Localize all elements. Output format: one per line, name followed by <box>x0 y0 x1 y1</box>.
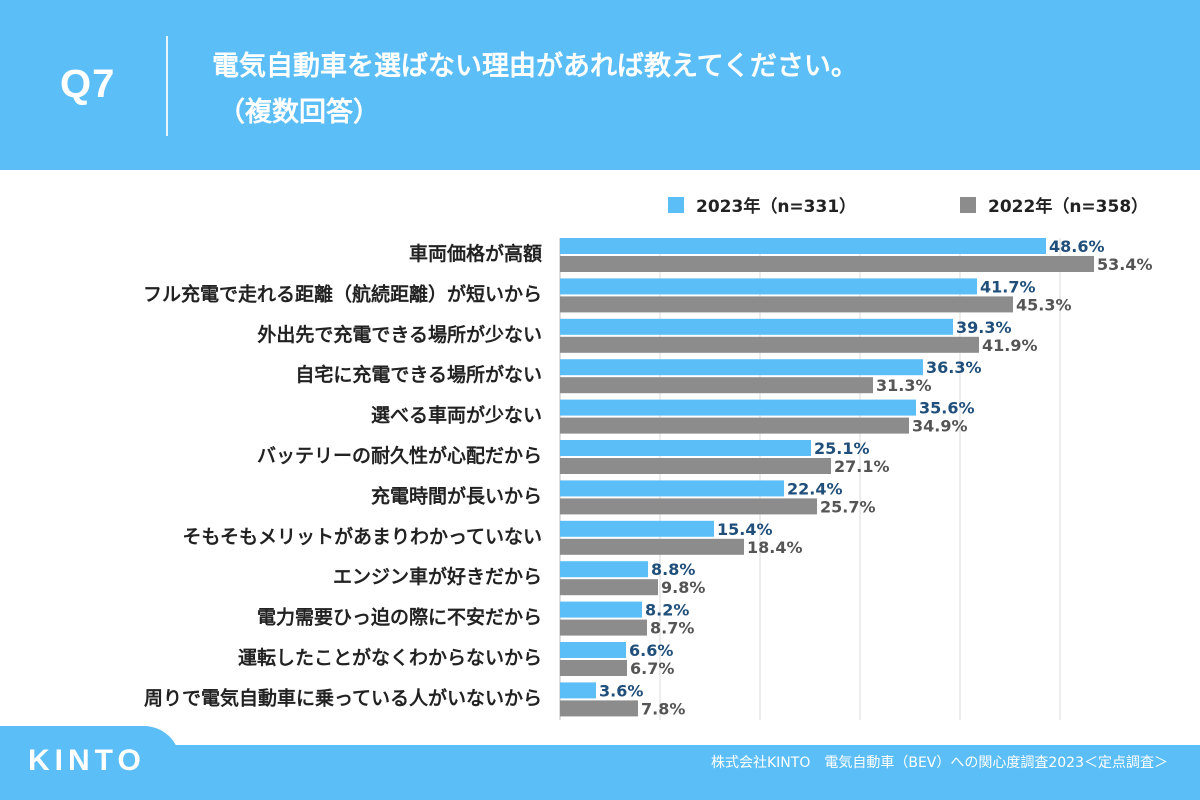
bar-2022 <box>560 538 744 555</box>
bar-2023 <box>560 480 784 497</box>
bar-2023 <box>560 601 642 618</box>
data-label-2023: 41.7% <box>980 277 1036 296</box>
data-label-2023: 35.6% <box>919 399 975 418</box>
legend-swatch-2022 <box>960 196 976 213</box>
footer-bar <box>0 745 1200 800</box>
category-label: 選べる車両が少ない <box>371 404 542 427</box>
data-label-2022: 45.3% <box>1016 295 1072 314</box>
bar-2023 <box>560 682 596 699</box>
bar-2023 <box>560 278 977 295</box>
legend-swatch-2023 <box>668 196 684 213</box>
category-label: 外出先で充電できる場所が少ない <box>257 323 542 346</box>
category-label: バッテリーの耐久性が心配だから <box>257 444 542 467</box>
data-label-2022: 53.4% <box>1097 255 1153 274</box>
bar-2022 <box>560 377 873 394</box>
data-label-2023: 22.4% <box>787 479 843 498</box>
bar-2022 <box>560 256 1094 272</box>
data-label-2022: 9.8% <box>661 578 705 597</box>
bar-2022 <box>560 417 909 434</box>
category-label: 電力需要ひっ迫の際に不安だから <box>257 606 542 629</box>
data-label-2023: 25.1% <box>814 439 870 458</box>
legend-item-2022: 2022年（n=358） <box>960 192 1148 217</box>
logo-tab <box>0 726 180 800</box>
bar-2023 <box>560 318 953 335</box>
category-label: エンジン車が好きだから <box>333 565 542 588</box>
data-label-2022: 31.3% <box>876 376 932 395</box>
data-label-2023: 3.6% <box>599 681 643 700</box>
data-label-2022: 7.8% <box>641 699 685 718</box>
category-label: 車両価格が高額 <box>409 242 542 265</box>
bar-2022 <box>560 579 658 596</box>
header-divider <box>166 36 168 136</box>
bar-2022 <box>560 296 1013 313</box>
legend-item-2023: 2023年（n=331） <box>668 192 856 217</box>
data-label-2023: 8.8% <box>651 560 695 579</box>
data-label-2023: 48.6% <box>1049 237 1105 256</box>
category-label: 自宅に充電できる場所がない <box>295 363 542 386</box>
category-label: フル充電で走れる距離（航続距離）が短いから <box>143 282 542 305</box>
data-label-2023: 15.4% <box>717 520 773 539</box>
data-label-2022: 8.7% <box>650 619 694 638</box>
bar-2023 <box>560 399 916 416</box>
category-label: そもそもメリットがあまりわかっていない <box>182 525 542 548</box>
bar-2022 <box>560 660 627 676</box>
bar-2022 <box>560 619 647 636</box>
data-label-2023: 36.3% <box>926 358 982 377</box>
data-label-2022: 25.7% <box>820 497 876 516</box>
question-title: 電気自動車を選ばない理由があれば教えてください。 （複数回答） <box>212 44 1112 136</box>
data-label-2023: 6.6% <box>629 641 673 660</box>
source-note: 株式会社KINTO 電気自動車（BEV）への関心度調査2023＜定点調査＞ <box>710 755 1168 771</box>
bar-2022 <box>560 336 979 353</box>
data-label-2022: 27.1% <box>834 457 890 476</box>
data-label-2022: 18.4% <box>747 538 803 557</box>
data-label-2023: 39.3% <box>956 318 1012 337</box>
bar-2023 <box>560 359 923 376</box>
bar-2023 <box>560 238 1046 254</box>
legend-label-2022: 2022年（n=358） <box>988 197 1149 217</box>
question-number: Q7 <box>60 62 116 106</box>
category-label: 充電時間が長いから <box>371 484 542 507</box>
data-label-2022: 6.7% <box>630 659 674 678</box>
question-subtitle: （複数回答） <box>218 97 380 128</box>
question-title-text: 電気自動車を選ばない理由があれば教えてください。 <box>212 51 858 82</box>
bar-2022 <box>560 700 638 717</box>
bar-2023 <box>560 561 648 578</box>
bar-2022 <box>560 498 817 515</box>
data-label-2022: 34.9% <box>912 417 968 436</box>
bar-2023 <box>560 642 626 658</box>
kinto-logo: KINTO <box>28 744 146 777</box>
bar-2022 <box>560 458 831 474</box>
legend-label-2023: 2023年（n=331） <box>696 197 857 217</box>
category-label: 運転したことがなくわからないから <box>238 646 542 669</box>
data-label-2023: 8.2% <box>645 601 689 620</box>
category-label: 周りで電気自動車に乗っている人がいないから <box>144 686 542 709</box>
bar-2023 <box>560 440 811 456</box>
data-label-2022: 41.9% <box>982 336 1038 355</box>
bar-2023 <box>560 520 714 537</box>
